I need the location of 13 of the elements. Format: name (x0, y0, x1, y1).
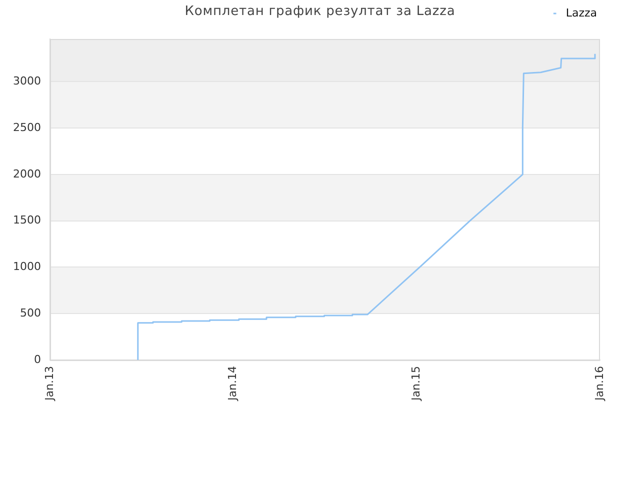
y-tick-label: 1000 (13, 260, 41, 274)
x-tick-label: Jan.14 (226, 366, 240, 402)
y-tick-label: 500 (20, 306, 41, 320)
chart-title: Комплетан график резултат за Lazza (184, 4, 456, 19)
y-tick-label: 0 (34, 352, 41, 366)
x-tick-label: Jan.15 (410, 366, 423, 402)
y-tick-label: 3000 (13, 74, 41, 88)
legend-label: Lazza (566, 6, 598, 20)
y-tick-label: 2500 (13, 120, 41, 134)
y-tick-label: 2000 (13, 167, 41, 180)
x-tick-label: Jan.16 (592, 366, 606, 402)
x-tick-label: Jan.13 (42, 366, 56, 402)
y-tick-label: 1500 (13, 214, 41, 227)
